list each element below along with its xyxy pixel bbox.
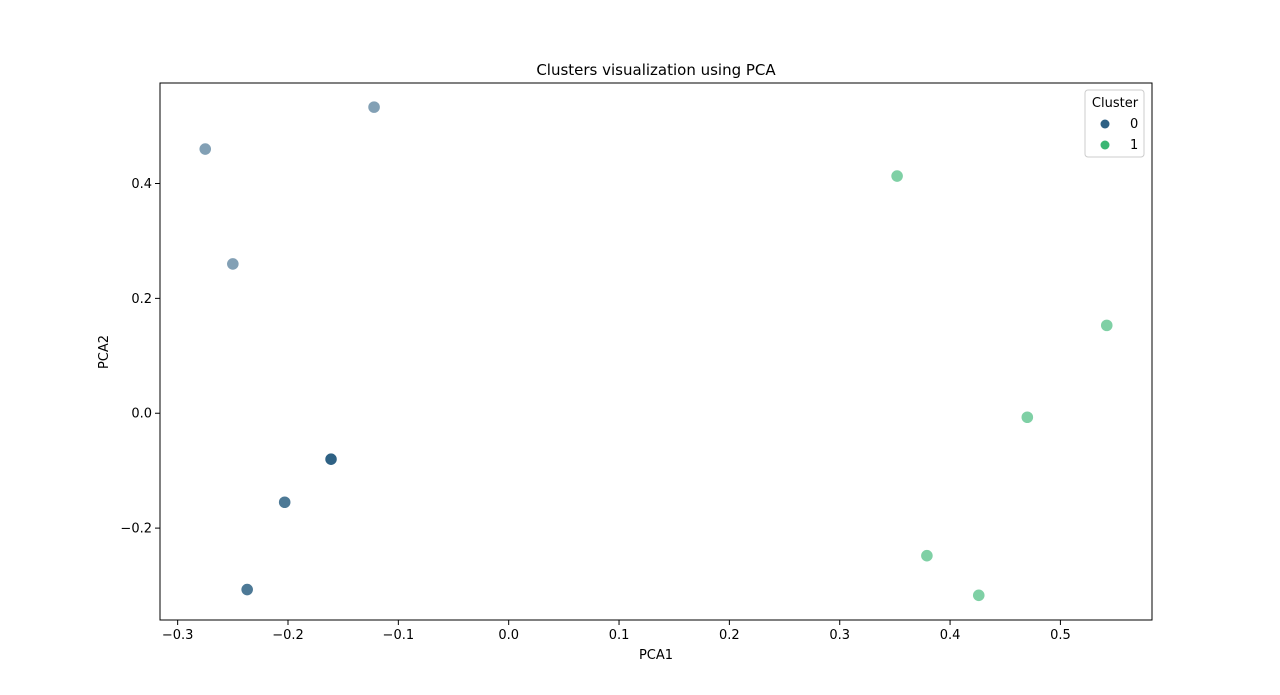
y-tick-label: −0.2 [120,522,152,537]
x-tick-label: 0.2 [719,628,740,643]
data-point-cluster-1 [920,549,934,563]
y-axis-label: PCA2 [97,335,112,369]
x-tick-label: 0.5 [1050,628,1071,643]
chart-title: Clusters visualization using PCA [536,61,776,79]
x-axis: −0.3 −0.2 −0.1 0.0 0.1 0.2 0.3 0.4 0.5 [162,620,1071,643]
data-point-cluster-0 [240,582,254,597]
data-points [198,100,1114,602]
legend-title: Cluster [1092,96,1139,111]
data-point-cluster-1 [1020,410,1034,424]
y-axis: −0.2 0.0 0.2 0.4 [120,177,160,537]
x-tick-label: −0.3 [162,628,194,643]
data-point-cluster-0 [226,257,240,271]
y-tick-label: 0.0 [131,407,152,422]
x-tick-label: 0.1 [609,628,630,643]
data-point-cluster-0 [278,495,292,509]
x-tick-label: −0.1 [383,628,415,643]
legend: Cluster 0 1 [1084,89,1145,158]
legend-marker-cluster-1 [1100,140,1110,150]
legend-marker-cluster-0 [1100,119,1110,129]
x-tick-label: 0.4 [940,628,961,643]
plot-frame [159,82,1153,621]
x-tick-label: 0.3 [829,628,850,643]
x-tick-label: 0.0 [498,628,519,643]
data-point-cluster-1 [972,588,986,602]
x-tick-label: −0.2 [272,628,304,643]
data-point-cluster-0 [198,142,212,156]
data-point-cluster-0 [324,452,338,466]
legend-box [1084,89,1145,158]
plot-area [160,83,1152,620]
x-axis-label: PCA1 [639,648,673,663]
data-point-cluster-0 [367,100,381,114]
data-point-cluster-1 [1100,318,1114,332]
data-point-cluster-1 [890,169,904,183]
y-tick-label: 0.4 [131,177,152,192]
legend-label-cluster-0: 0 [1130,117,1138,132]
y-tick-label: 0.2 [131,292,152,307]
legend-label-cluster-1: 1 [1130,138,1138,153]
